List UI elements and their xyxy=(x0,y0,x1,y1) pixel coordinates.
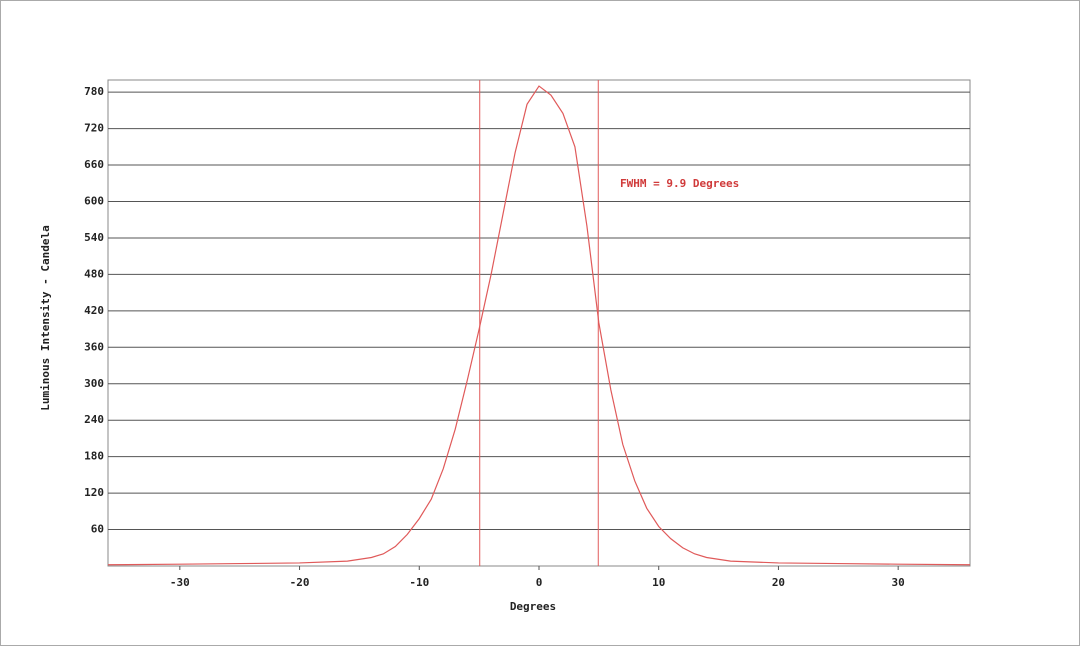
y-tick-label: 600 xyxy=(84,195,104,208)
x-tick-label: 20 xyxy=(772,576,785,589)
x-tick-label: 30 xyxy=(892,576,905,589)
y-tick-label: 660 xyxy=(84,158,104,171)
x-tick-label: 0 xyxy=(536,576,543,589)
y-tick-label: 180 xyxy=(84,450,104,463)
x-axis-label: Degrees xyxy=(510,600,556,613)
y-axis-label: Luminous Intensity - Candela xyxy=(39,225,52,410)
annotation: FWHM = 9.9 Degrees xyxy=(620,177,739,190)
x-tick-label: -30 xyxy=(170,576,190,589)
x-tick-label: 10 xyxy=(652,576,665,589)
y-tick-label: 780 xyxy=(84,85,104,98)
y-tick-label: 720 xyxy=(84,122,104,135)
line xyxy=(107,85,971,566)
y-tick-label: 120 xyxy=(84,486,104,499)
x-tick-label: -10 xyxy=(409,576,429,589)
y-tick-label: 480 xyxy=(84,267,104,280)
y-tick-label: 60 xyxy=(91,523,104,536)
x-tick-label: -20 xyxy=(290,576,310,589)
y-tick-label: 300 xyxy=(84,377,104,390)
y-tick-label: 420 xyxy=(84,304,104,317)
y-tick-label: 540 xyxy=(84,231,104,244)
y-tick-label: 240 xyxy=(84,413,104,426)
y-tick-label: 360 xyxy=(84,340,104,353)
